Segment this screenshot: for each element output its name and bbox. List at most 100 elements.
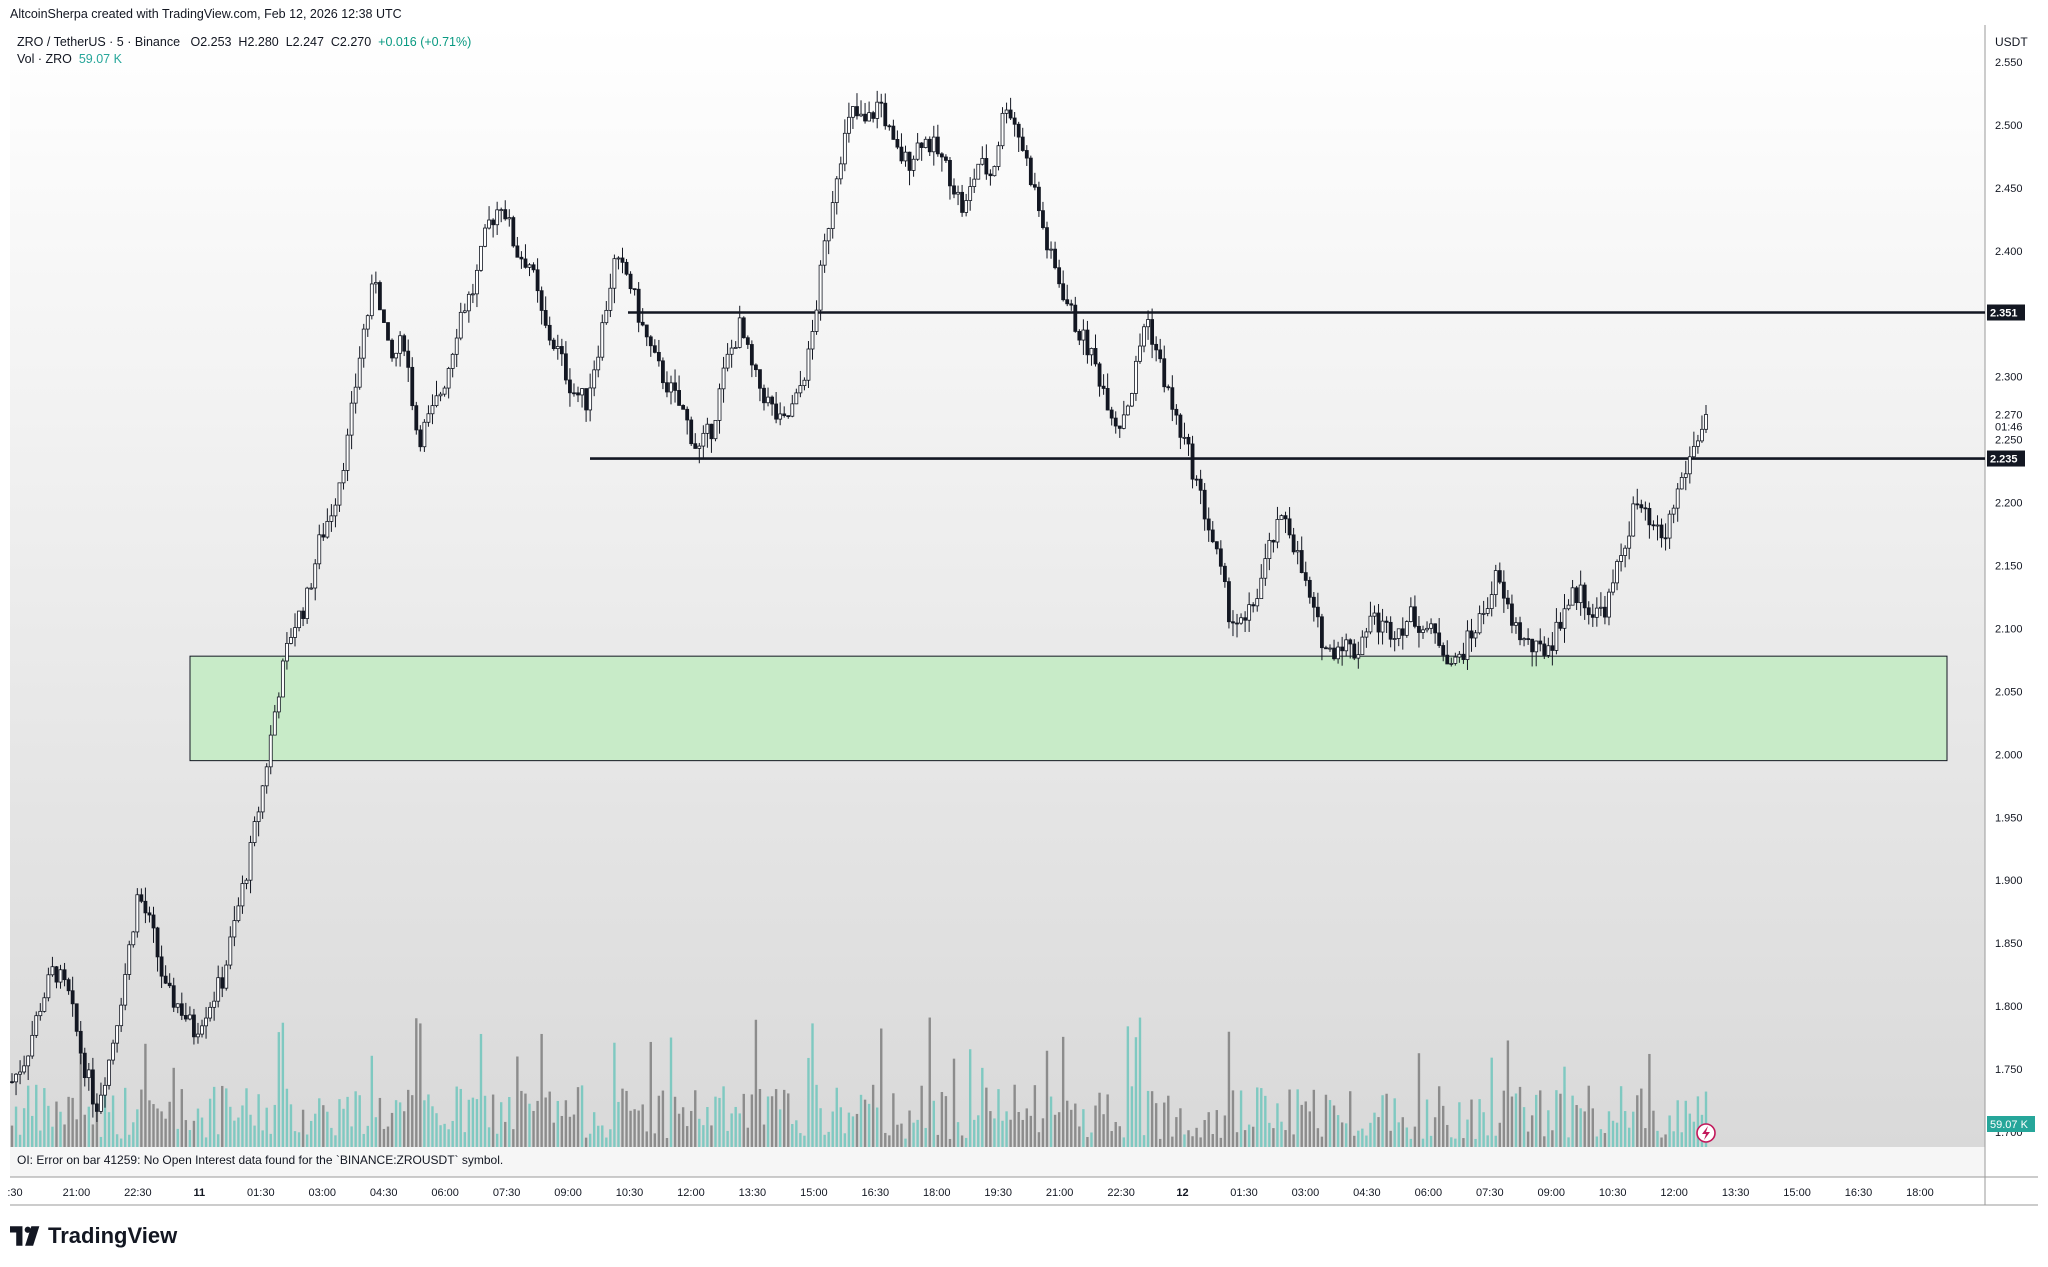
candle-body	[426, 413, 431, 423]
candle-body	[1024, 150, 1029, 159]
volume-bar	[212, 1086, 216, 1147]
volume-bar	[1575, 1105, 1578, 1147]
candle-body	[1530, 638, 1535, 653]
candle-body	[1190, 443, 1195, 480]
candle-body	[927, 138, 932, 153]
candle-body	[1089, 348, 1094, 356]
candle-body	[46, 974, 51, 999]
currency-label[interactable]: USDT	[1995, 35, 2028, 49]
symbol-name[interactable]: ZRO / TetherUS · 5 · Binance	[17, 35, 181, 49]
candle-body	[240, 883, 245, 907]
candle-body	[519, 256, 524, 260]
candle-body	[895, 138, 900, 148]
candle-body	[1461, 653, 1466, 660]
volume-bar	[839, 1107, 843, 1147]
candle-body	[555, 346, 560, 350]
volume-legend[interactable]: Vol · ZRO 59.07 K	[17, 52, 122, 66]
candle-body	[1065, 299, 1070, 305]
candle-body	[1590, 614, 1595, 618]
candle-body	[1659, 524, 1664, 539]
volume-bar	[831, 1111, 834, 1147]
candle-body	[1231, 621, 1235, 624]
volume-bar	[1057, 1112, 1061, 1147]
volume-bar	[1272, 1128, 1275, 1147]
price-tick-label: 2.100	[1995, 623, 2023, 635]
volume-bar	[1029, 1115, 1033, 1147]
volume-bar	[115, 1134, 119, 1147]
candle-body	[584, 388, 589, 411]
volume-bar	[815, 1084, 818, 1147]
volume-bar	[758, 1088, 762, 1147]
volume-bar	[1090, 1132, 1093, 1147]
candle-body	[778, 413, 783, 420]
demand-zone[interactable]	[189, 655, 1948, 762]
volume-bar	[1381, 1095, 1384, 1147]
candle-body	[855, 106, 859, 117]
time-tick-label: 22:30	[124, 1187, 152, 1199]
volume-bar	[1142, 1135, 1146, 1147]
lightning-icon[interactable]	[1696, 1123, 1716, 1143]
volume-bar	[981, 1067, 984, 1147]
candle-body	[1093, 348, 1098, 365]
volume-bar	[273, 1104, 276, 1147]
time-axis[interactable]: :30 21:00 22:30 11 01:30 03:00 04:30 06:00 07:30…	[7, 1187, 1933, 1199]
candle-body	[78, 1030, 83, 1054]
volume-bar	[1377, 1117, 1380, 1147]
volume-bar	[722, 1086, 725, 1147]
level-price-label: 2.351	[1990, 308, 2018, 320]
time-tick-label: 01:30	[1230, 1187, 1258, 1199]
price-tick-label: 2.450	[1995, 183, 2023, 195]
volume-bar	[241, 1105, 244, 1147]
volume-bar	[968, 1049, 972, 1147]
volume-bar	[653, 1133, 657, 1147]
volume-bar	[714, 1096, 717, 1147]
volume-bar	[1102, 1114, 1105, 1147]
candle-body	[640, 321, 645, 326]
candle-body	[212, 1000, 217, 1008]
volume-bar	[1203, 1120, 1206, 1147]
volume-bar	[924, 1127, 927, 1147]
candle-body	[1125, 405, 1130, 416]
candle-body	[1267, 540, 1272, 560]
price-tick-label: 2.050	[1995, 686, 2023, 698]
volume-bar	[1300, 1104, 1303, 1147]
volume-bar	[83, 1114, 86, 1147]
symbol-legend[interactable]: ZRO / TetherUS · 5 · Binance O2.253 H2.2…	[17, 35, 471, 49]
volume-bar	[1534, 1094, 1538, 1147]
volume-bar	[1640, 1088, 1643, 1147]
candle-body	[1251, 604, 1256, 607]
candle-body	[842, 132, 847, 165]
candle-body	[721, 367, 726, 390]
volume-bar	[706, 1107, 709, 1147]
candle-body	[762, 387, 766, 404]
volume-bar	[1539, 1090, 1542, 1147]
candle-body	[652, 345, 657, 353]
volume-value: 59.07 K	[78, 52, 122, 66]
candle-body	[648, 336, 653, 347]
candle-body	[1687, 456, 1692, 475]
candle-body	[1311, 596, 1316, 608]
candle-body	[107, 1059, 111, 1086]
volume-bar	[18, 1134, 22, 1147]
candle-body	[147, 912, 152, 916]
candle-body	[1259, 577, 1264, 600]
candle-body	[1045, 227, 1049, 251]
candle-body	[345, 434, 350, 471]
candle-body	[1077, 331, 1082, 341]
candle-body	[1243, 617, 1248, 621]
candle-body	[741, 317, 746, 339]
volume-bar	[1660, 1137, 1663, 1147]
volume-bar	[1349, 1091, 1352, 1147]
candle-body	[1554, 621, 1559, 651]
candle-body	[1275, 519, 1280, 543]
volume-bar	[1276, 1103, 1279, 1147]
candle-body	[1534, 640, 1539, 653]
low-label: L	[285, 35, 293, 49]
candle-body	[1364, 631, 1369, 638]
horizontal-levels[interactable]: 2.351 2.235	[590, 304, 2025, 467]
volume-bar	[698, 1118, 701, 1147]
price-axis[interactable]: 2.550 2.500 2.450 2.400 2.300 2.250 2.200 2.150…	[1987, 57, 2035, 1139]
candle-body	[95, 1103, 99, 1112]
candle-body	[1109, 409, 1114, 419]
